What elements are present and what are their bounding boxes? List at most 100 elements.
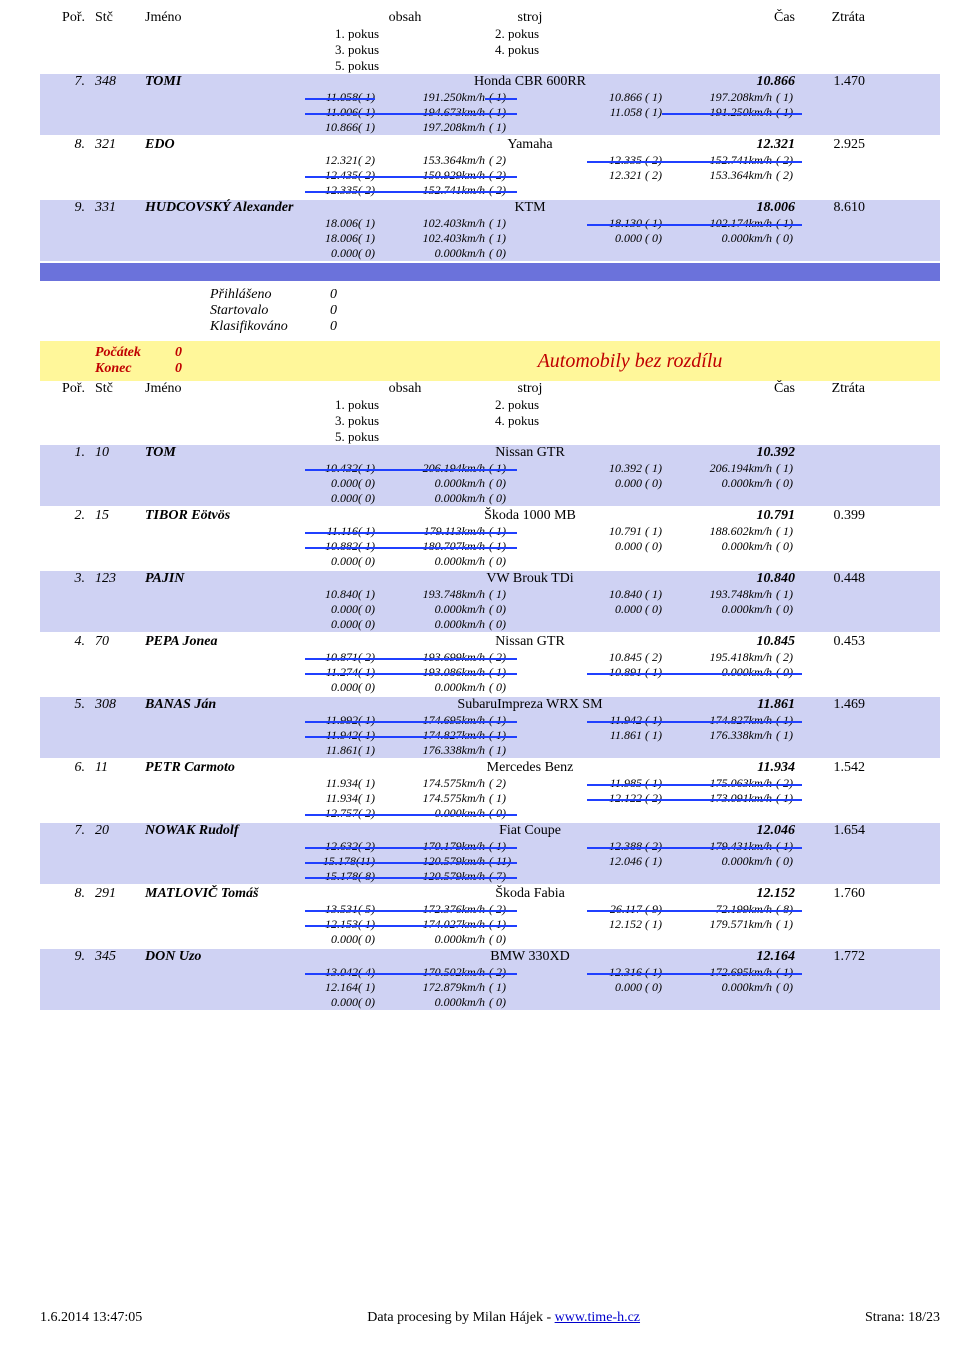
attempt-time: 10.845 ( 2) (587, 650, 662, 665)
attempt-place: ( 0) (485, 491, 517, 506)
attempt-row: 13.531( 5)172.376km/h( 2)26.117 ( 9)72.1… (40, 902, 940, 917)
pokus-line: 1. pokus2. pokus (40, 26, 940, 42)
attempt-place: ( 1) (772, 461, 802, 476)
attempt-time: 10.866 ( 1) (587, 90, 662, 105)
attempt-row: 12.435( 2)150.929km/h( 2)12.321 ( 2)153.… (40, 168, 940, 183)
ztrata: 8.610 (795, 200, 865, 216)
attempt-time: 10.840( 1) (305, 587, 375, 602)
stc: 291 (95, 886, 145, 902)
attempt-time: 11.934( 1) (305, 791, 375, 806)
attempt-time: 12.757( 2) (305, 806, 375, 821)
attempt-time: 12.122 ( 2) (587, 791, 662, 806)
attempt-time: 18.130 ( 1) (587, 216, 662, 231)
attempt-speed: 152.741km/h (662, 153, 772, 168)
cas: 12.046 (615, 823, 795, 839)
attempt-place: ( 1) (485, 524, 517, 539)
attempt-place: ( 2) (485, 168, 517, 183)
pokus-3: 3. pokus (335, 413, 445, 429)
attempt-place: ( 1) (772, 917, 802, 932)
attempt-row: 12.321( 2)153.364km/h( 2)12.335 ( 2)152.… (40, 153, 940, 168)
cas: 10.866 (615, 74, 795, 90)
hdr-stroj: stroj (445, 10, 615, 26)
pokus-5: 5. pokus (335, 429, 445, 445)
attempt-place: ( 2) (772, 168, 802, 183)
stc: 11 (95, 760, 145, 776)
cas: 12.321 (615, 137, 795, 153)
attempt-place: ( 0) (485, 995, 517, 1010)
footer-link[interactable]: www.time-h.cz (555, 1310, 640, 1325)
por: 6. (40, 760, 95, 776)
ztrata: 1.469 (795, 697, 865, 713)
attempt-place: ( 2) (485, 153, 517, 168)
stc: 348 (95, 74, 145, 90)
attempt-speed: 193.699km/h (375, 650, 485, 665)
attempt-time: 0.000 ( 0) (587, 980, 662, 995)
attempt-row: 12.164( 1)172.879km/h( 1)0.000 ( 0)0.000… (40, 980, 940, 995)
attempt-row: 18.006( 1)102.403km/h( 1)18.130 ( 1)102.… (40, 216, 940, 231)
attempt-row: 11.934( 1)174.575km/h( 1)12.122 ( 2)173.… (40, 791, 940, 806)
attempt-time: 10.791 ( 1) (587, 524, 662, 539)
jmeno: MATLOVIČ Tomáš (145, 886, 365, 902)
attempt-time: 10.882( 1) (305, 539, 375, 554)
stroj: SubaruImpreza WRX SM (445, 697, 615, 713)
attempt-place: ( 0) (772, 476, 802, 491)
footer-page: Strana: 18/23 (865, 1310, 940, 1326)
attempt-place: ( 1) (772, 90, 802, 105)
ztrata: 1.654 (795, 823, 865, 839)
attempt-time: 0.000 ( 0) (587, 602, 662, 617)
stroj: VW Brouk TDi (445, 571, 615, 587)
attempt-time: 0.000( 0) (305, 680, 375, 695)
attempt-time: 11.058 ( 1) (587, 105, 662, 120)
attempt-speed: 206.194km/h (662, 461, 772, 476)
pokus-line: 1. pokus2. pokus (40, 397, 940, 413)
jmeno: HUDCOVSKÝ Alexander (145, 200, 365, 216)
attempt-speed: 150.929km/h (375, 168, 485, 183)
summary-label: Klasifikováno (210, 319, 330, 335)
result-row: 8.321EDOYamaha12.3212.92512.321( 2)153.3… (40, 137, 940, 198)
attempt-row: 11.992( 1)174.695km/h( 1)11.942 ( 1)174.… (40, 713, 940, 728)
cas: 18.006 (615, 200, 795, 216)
attempt-time: 10.432( 1) (305, 461, 375, 476)
cas: 12.152 (615, 886, 795, 902)
attempt-place: ( 2) (485, 902, 517, 917)
jmeno: TOM (145, 445, 365, 461)
attempt-speed: 172.695km/h (662, 965, 772, 980)
attempt-row: 0.000( 0)0.000km/h( 0) (40, 246, 940, 261)
attempt-speed: 0.000km/h (375, 476, 485, 491)
attempt-place: ( 1) (772, 105, 802, 120)
attempt-speed: 0.000km/h (662, 854, 772, 869)
attempt-place: ( 1) (772, 791, 802, 806)
jmeno: DON Uzo (145, 949, 365, 965)
attempt-row: 12.757( 2)0.000km/h( 0) (40, 806, 940, 821)
attempt-time: 11.006( 1) (305, 105, 375, 120)
attempt-place: ( 2) (772, 650, 802, 665)
attempt-place: ( 8) (772, 902, 802, 917)
attempt-speed: 195.418km/h (662, 650, 772, 665)
attempt-place: ( 11) (485, 854, 517, 869)
attempt-time: 13.531( 5) (305, 902, 375, 917)
attempt-place: ( 7) (485, 869, 517, 884)
attempt-speed: 175.063km/h (662, 776, 772, 791)
attempt-speed: 176.338km/h (375, 743, 485, 758)
hdr-stc: Stč (95, 10, 145, 26)
stc: 10 (95, 445, 145, 461)
section-header: Počátek0Konec0Automobily bez rozdílu (40, 341, 940, 381)
ztrata: 0.448 (795, 571, 865, 587)
attempt-time: 15.178( 8) (305, 869, 375, 884)
attempt-row: 10.871( 2)193.699km/h( 2)10.845 ( 2)195.… (40, 650, 940, 665)
attempt-place: ( 1) (485, 461, 517, 476)
summary-value: 0 (330, 319, 337, 335)
attempt-speed: 173.091km/h (662, 791, 772, 806)
attempt-place: ( 2) (485, 183, 517, 198)
attempt-place: ( 2) (772, 153, 802, 168)
attempt-row: 10.882( 1)180.707km/h( 1)0.000 ( 0)0.000… (40, 539, 940, 554)
summary-label: Přihlášeno (210, 287, 330, 303)
attempt-row: 0.000( 0)0.000km/h( 0) (40, 995, 940, 1010)
attempt-place: ( 1) (772, 839, 802, 854)
attempt-time: 0.000( 0) (305, 932, 375, 947)
pocatek-label: Počátek (95, 345, 175, 361)
por: 8. (40, 886, 95, 902)
summary-box: Přihlášeno0Startovalo0Klasifikováno0 (40, 281, 940, 341)
por: 7. (40, 823, 95, 839)
attempt-time: 12.321( 2) (305, 153, 375, 168)
